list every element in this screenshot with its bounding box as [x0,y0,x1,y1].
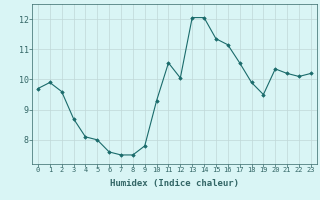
X-axis label: Humidex (Indice chaleur): Humidex (Indice chaleur) [110,179,239,188]
